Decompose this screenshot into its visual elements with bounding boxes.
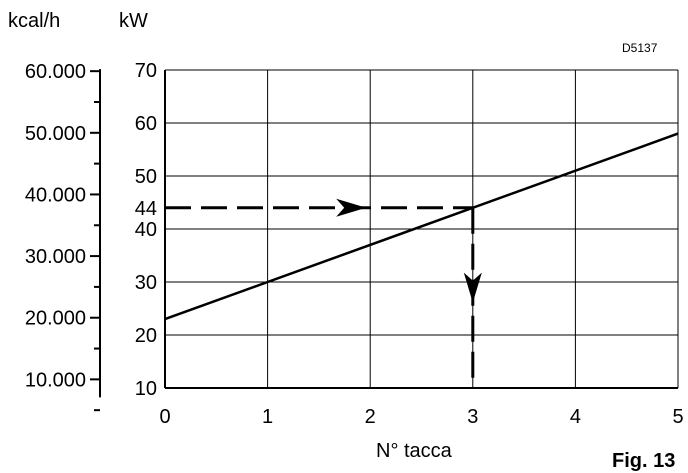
- arrowhead-right: [336, 199, 366, 217]
- drawing-code: D5137: [622, 41, 657, 55]
- kcal-tick-label: 50.000: [25, 123, 86, 145]
- x-tick-label: 4: [570, 406, 581, 428]
- x-tick-label: 0: [159, 406, 170, 428]
- kcal-axis: 10.000 20.000 30.000 40.000 50.000 60.000: [25, 61, 100, 410]
- kcal-axis-title: kcal/h: [8, 10, 60, 33]
- series-line: [165, 134, 678, 320]
- kcal-tick-label: 60.000: [25, 61, 86, 83]
- kw-tick-label: 50: [135, 166, 157, 188]
- x-tick-label: 1: [262, 406, 273, 428]
- kw-tick-labels: 10 20 30 40 50 60 70: [135, 60, 157, 400]
- kw-tick-label: 30: [135, 272, 157, 294]
- kw-tick-label: 10: [135, 378, 157, 400]
- x-tick-labels: 0 1 2 3 4 5: [159, 406, 683, 428]
- kcal-tick-label: 40.000: [25, 184, 86, 206]
- annotation-kw-label: 44: [135, 198, 157, 220]
- kcal-tick-label: 10.000: [25, 369, 86, 391]
- kw-tick-label: 70: [135, 60, 157, 82]
- data-series: [165, 134, 678, 320]
- kw-tick-label: 60: [135, 113, 157, 135]
- grid: [165, 70, 678, 388]
- figure-label: Fig. 13: [612, 450, 675, 473]
- x-tick-label: 5: [672, 406, 683, 428]
- kw-tick-label: 40: [135, 219, 157, 241]
- kw-tick-label: 20: [135, 325, 157, 347]
- kcal-tick-label: 30.000: [25, 246, 86, 268]
- kcal-tick-label: 20.000: [25, 308, 86, 330]
- x-tick-label: 2: [365, 406, 376, 428]
- kw-axis-title: kW: [119, 10, 148, 33]
- x-axis-title: N° tacca: [376, 440, 452, 463]
- x-tick-label: 3: [467, 406, 478, 428]
- annotation: 44: [135, 198, 482, 388]
